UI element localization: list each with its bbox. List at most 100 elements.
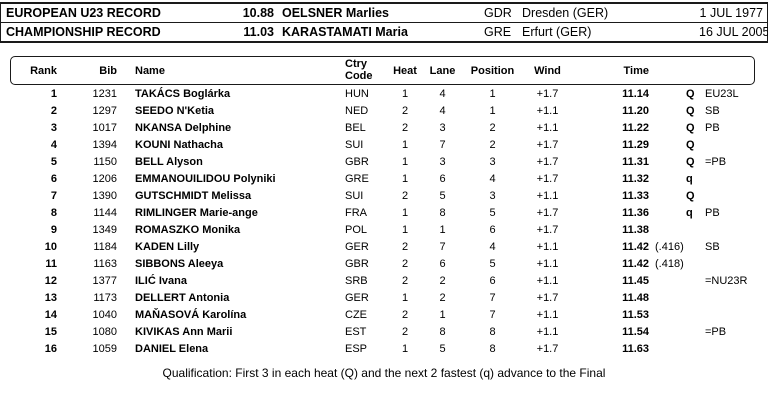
cell-wind: +1.1 [536, 325, 559, 338]
cell-rank: 4 [50, 138, 57, 151]
records-section: EUROPEAN U23 RECORD 10.88 OELSNER Marlie… [0, 2, 768, 43]
cell-rank: 16 [44, 342, 57, 355]
cell-wind: +1.1 [536, 121, 559, 134]
record-mark: 11.03 [243, 25, 274, 39]
cell-position: 5 [489, 257, 496, 270]
cell-position: 7 [489, 308, 496, 321]
table-row: 11 1163 SIBBONS Aleeya GBR 2 6 5 +1.1 11… [0, 255, 768, 272]
cell-time: 11.42 [622, 240, 649, 253]
cell-record-note: =PB [705, 155, 727, 168]
cell-athlete-name: ILIĆ Ivana [135, 274, 187, 287]
cell-rank: 1 [50, 87, 57, 100]
cell-country-code: GBR [345, 155, 369, 168]
cell-bib: 1080 [92, 325, 117, 338]
cell-record-note: PB [705, 206, 720, 219]
cell-lane: 2 [439, 291, 446, 304]
cell-athlete-name: TAKÁCS Boglárka [135, 87, 231, 100]
table-row: 8 1144 RIMLINGER Marie-ange FRA 1 8 5 +1… [0, 204, 768, 221]
table-row: 14 1040 MAŇASOVÁ Karolína CZE 2 1 7 +1.1… [0, 306, 768, 323]
cell-country-code: SRB [345, 274, 368, 287]
cell-rank: 13 [44, 291, 57, 304]
cell-country-code: GER [345, 240, 369, 253]
cell-lane: 3 [439, 155, 446, 168]
cell-position: 1 [489, 87, 496, 100]
cell-rank: 15 [44, 325, 57, 338]
column-header-ctry-code: Ctry Code [345, 58, 390, 82]
cell-rank: 2 [50, 104, 57, 117]
cell-position: 3 [489, 189, 496, 202]
cell-heat: 1 [401, 342, 409, 355]
table-row: 2 1297 SEEDO N'Ketia NED 2 4 1 +1.1 11.2… [0, 102, 768, 119]
cell-qualification-mark: Q [686, 104, 695, 117]
cell-qualification-mark: Q [686, 155, 695, 168]
cell-country-code: ESP [345, 342, 368, 355]
cell-lane: 4 [439, 104, 446, 117]
table-row: 6 1206 EMMANOUILIDOU Polyniki GRE 1 6 4 … [0, 170, 768, 187]
cell-time: 11.53 [622, 308, 649, 321]
record-country-code: GRE [484, 25, 512, 39]
table-header-row: Rank Bib Name Ctry Code Heat Lane Positi… [0, 56, 768, 85]
cell-heat: 1 [401, 291, 409, 304]
cell-wind: +1.7 [536, 155, 559, 168]
cell-lane: 4 [439, 87, 446, 100]
cell-time: 11.20 [622, 104, 649, 117]
column-header-wind: Wind [534, 64, 561, 77]
cell-time: 11.22 [622, 121, 649, 134]
column-header-bib: Bib [99, 64, 117, 77]
cell-heat: 2 [401, 240, 409, 253]
cell-heat: 2 [401, 189, 409, 202]
cell-record-note: EU23L [705, 87, 739, 100]
cell-heat: 1 [401, 138, 409, 151]
cell-qualification-mark: Q [686, 138, 695, 151]
cell-athlete-name: MAŇASOVÁ Karolína [135, 308, 247, 321]
record-country-code: GDR [484, 6, 512, 20]
column-header-position: Position [470, 64, 515, 77]
cell-country-code: FRA [345, 206, 367, 219]
cell-wind: +1.7 [536, 87, 559, 100]
cell-wind: +1.7 [536, 342, 559, 355]
cell-lane: 8 [439, 206, 446, 219]
cell-bib: 1150 [93, 155, 117, 168]
cell-athlete-name: KOUNI Nathacha [135, 138, 224, 151]
record-mark: 10.88 [242, 6, 274, 20]
cell-record-note: =PB [705, 325, 727, 338]
record-athlete-name: OELSNER Marlies [282, 6, 389, 20]
cell-wind: +1.1 [536, 274, 559, 287]
table-row: 9 1349 ROMASZKO Monika POL 1 1 6 +1.7 11… [0, 221, 768, 238]
cell-record-note: SB [705, 104, 720, 117]
cell-lane: 5 [439, 189, 446, 202]
cell-heat: 2 [401, 104, 409, 117]
column-header-name: Name [135, 64, 165, 77]
cell-rank: 10 [44, 240, 57, 253]
column-header-heat: Heat [393, 64, 417, 77]
cell-heat: 1 [401, 172, 409, 185]
cell-time: 11.36 [622, 206, 649, 219]
cell-wind: +1.1 [536, 189, 559, 202]
cell-wind: +1.7 [536, 206, 559, 219]
table-row: 7 1390 GUTSCHMIDT Melissa SUI 2 5 3 +1.1… [0, 187, 768, 204]
cell-athlete-name: SEEDO N'Ketia [135, 104, 215, 117]
cell-time-fraction: (.418) [655, 257, 684, 270]
cell-wind: +1.7 [536, 138, 559, 151]
table-row: 10 1184 KADEN Lilly GER 2 7 4 +1.1 11.42… [0, 238, 768, 255]
cell-position: 8 [489, 325, 496, 338]
cell-time: 11.63 [622, 342, 649, 355]
column-header-time: Time [623, 64, 649, 77]
cell-country-code: GRE [345, 172, 369, 185]
cell-bib: 1377 [92, 274, 117, 287]
cell-rank: 12 [44, 274, 57, 287]
cell-wind: +1.7 [536, 172, 559, 185]
cell-lane: 1 [439, 308, 446, 321]
cell-time: 11.14 [622, 87, 649, 100]
cell-qualification-mark: q [686, 206, 693, 219]
cell-athlete-name: KADEN Lilly [135, 240, 200, 253]
cell-position: 4 [489, 240, 496, 253]
cell-lane: 8 [439, 325, 446, 338]
cell-country-code: HUN [345, 87, 369, 100]
column-header-ctry-line1: Ctry [345, 58, 368, 70]
cell-qualification-mark: q [686, 172, 693, 185]
cell-time: 11.29 [622, 138, 649, 151]
cell-time: 11.48 [622, 291, 649, 304]
table-row: 5 1150 BELL Alyson GBR 1 3 3 +1.7 11.31 … [0, 153, 768, 170]
cell-position: 2 [489, 121, 496, 134]
